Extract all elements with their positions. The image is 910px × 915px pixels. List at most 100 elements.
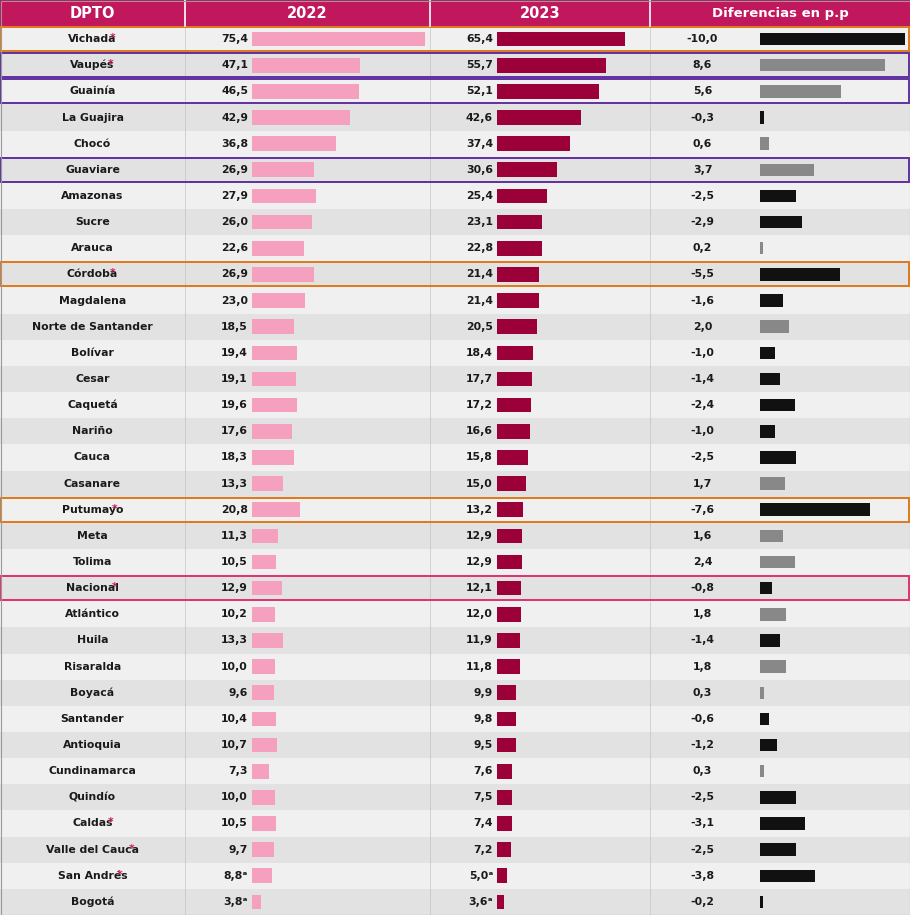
Text: -1,0: -1,0 xyxy=(691,348,714,358)
Bar xyxy=(760,661,786,673)
Bar xyxy=(497,424,530,438)
Text: Cauca: Cauca xyxy=(74,452,111,462)
Bar xyxy=(760,242,763,254)
Text: 10,5: 10,5 xyxy=(221,557,248,567)
Text: Diferencias en p.p: Diferencias en p.p xyxy=(712,6,848,19)
Text: Vaupés: Vaupés xyxy=(70,60,115,70)
Bar xyxy=(760,608,786,620)
Text: Risaralda: Risaralda xyxy=(64,662,121,672)
Text: 17,7: 17,7 xyxy=(466,374,493,384)
Bar xyxy=(497,764,512,779)
Bar xyxy=(1,576,909,600)
Bar xyxy=(0,209,910,235)
Text: 10,0: 10,0 xyxy=(221,792,248,802)
Bar xyxy=(0,653,910,680)
Bar xyxy=(0,732,910,759)
Bar xyxy=(760,582,772,595)
Text: 18,3: 18,3 xyxy=(221,452,248,462)
Bar xyxy=(760,425,774,437)
Bar xyxy=(497,136,571,151)
Text: -2,9: -2,9 xyxy=(691,217,714,227)
Bar xyxy=(760,164,814,176)
Bar xyxy=(0,339,910,366)
Text: Huila: Huila xyxy=(76,635,108,645)
Bar xyxy=(760,137,769,150)
Bar xyxy=(0,705,910,732)
Bar xyxy=(760,33,905,46)
Text: Nacional: Nacional xyxy=(66,583,119,593)
Bar xyxy=(497,241,541,255)
Bar xyxy=(0,52,910,79)
Text: Bolívar: Bolívar xyxy=(71,348,114,358)
Bar xyxy=(497,110,581,124)
Bar xyxy=(760,451,796,464)
Bar xyxy=(252,450,294,465)
Text: Guainía: Guainía xyxy=(69,86,116,96)
Text: Amazonas: Amazonas xyxy=(61,191,124,201)
Bar xyxy=(0,497,910,522)
Bar xyxy=(0,314,910,339)
Text: 1,8: 1,8 xyxy=(693,609,713,619)
Text: 0,2: 0,2 xyxy=(693,243,713,253)
Text: 25,4: 25,4 xyxy=(466,191,493,201)
Text: 1,8: 1,8 xyxy=(693,662,713,672)
Text: Magdalena: Magdalena xyxy=(59,296,126,306)
Text: -1,6: -1,6 xyxy=(691,296,714,306)
Text: Cesar: Cesar xyxy=(76,374,110,384)
Text: 1,7: 1,7 xyxy=(693,479,713,489)
Text: 10,2: 10,2 xyxy=(221,609,248,619)
Text: Santander: Santander xyxy=(61,714,125,724)
Text: 11,9: 11,9 xyxy=(466,635,493,645)
Bar xyxy=(0,522,910,549)
Bar xyxy=(252,607,276,621)
Text: -2,5: -2,5 xyxy=(691,845,714,855)
Bar xyxy=(497,737,516,752)
Text: 7,2: 7,2 xyxy=(473,845,493,855)
Bar xyxy=(497,660,521,674)
Text: 9,8: 9,8 xyxy=(474,714,493,724)
Text: Nariño: Nariño xyxy=(72,426,113,436)
Text: 3,8ᵃ: 3,8ᵃ xyxy=(224,897,248,907)
Bar xyxy=(1,80,909,103)
Bar xyxy=(497,712,516,727)
Bar xyxy=(497,502,523,517)
Bar xyxy=(252,554,276,569)
Text: 9,7: 9,7 xyxy=(228,845,248,855)
Bar xyxy=(497,215,542,230)
Bar xyxy=(0,26,910,52)
Bar xyxy=(252,319,295,334)
Text: 11,3: 11,3 xyxy=(221,531,248,541)
Bar xyxy=(252,110,350,124)
Text: 7,5: 7,5 xyxy=(473,792,493,802)
Bar xyxy=(0,183,910,209)
Text: 20,5: 20,5 xyxy=(466,322,493,332)
Text: 13,3: 13,3 xyxy=(221,635,248,645)
Bar xyxy=(760,896,763,909)
Text: 2022: 2022 xyxy=(288,5,328,20)
Text: 1,6: 1,6 xyxy=(693,531,713,541)
Text: 0,3: 0,3 xyxy=(693,766,713,776)
Bar xyxy=(252,895,261,910)
Text: Norte de Santander: Norte de Santander xyxy=(32,322,153,332)
Text: 21,4: 21,4 xyxy=(466,296,493,306)
Bar xyxy=(252,476,282,490)
Bar xyxy=(760,791,796,803)
Text: *: * xyxy=(112,504,118,513)
Text: -1,4: -1,4 xyxy=(691,374,714,384)
Bar xyxy=(252,136,337,151)
Text: 7,6: 7,6 xyxy=(473,766,493,776)
Bar xyxy=(760,189,796,202)
Text: 12,9: 12,9 xyxy=(466,531,493,541)
Bar xyxy=(497,816,511,831)
Text: -0,8: -0,8 xyxy=(691,583,714,593)
Bar xyxy=(252,32,425,47)
Bar xyxy=(0,445,910,470)
Bar xyxy=(760,295,784,307)
Text: 5,6: 5,6 xyxy=(693,86,713,96)
Bar xyxy=(497,398,531,413)
Bar xyxy=(760,347,774,359)
Bar xyxy=(0,811,910,836)
Text: 7,3: 7,3 xyxy=(228,766,248,776)
Bar xyxy=(760,372,780,385)
Text: Bogotá: Bogotá xyxy=(71,897,115,907)
